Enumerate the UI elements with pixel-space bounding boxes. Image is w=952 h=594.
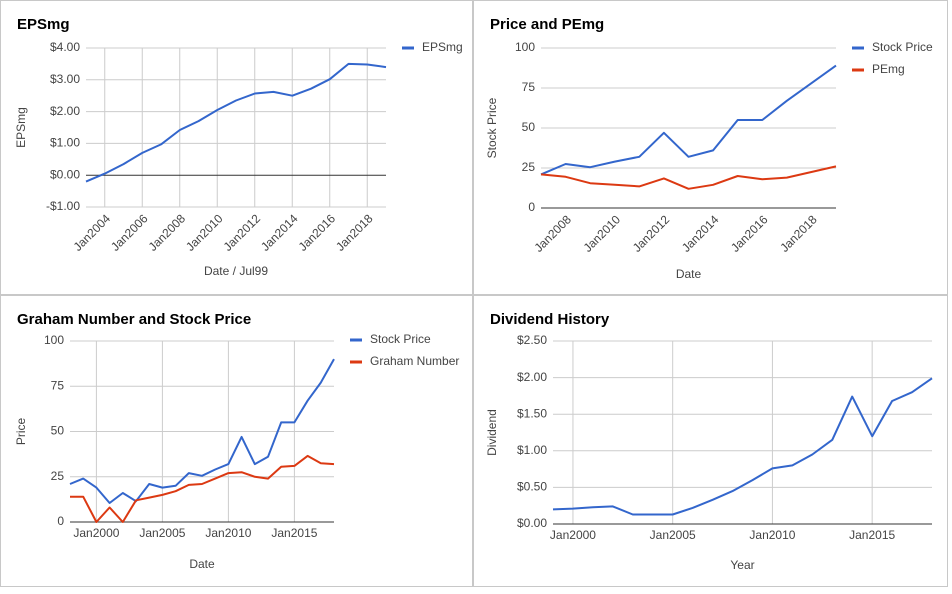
- y-tick-label: $1.50: [517, 406, 547, 420]
- x-tick-label: Jan2010: [205, 526, 251, 540]
- legend-label: Stock Price: [872, 40, 933, 54]
- x-tick-label: Jan2005: [139, 526, 185, 540]
- y-axis-title: Stock Price: [485, 97, 499, 158]
- x-tick-label: Jan2000: [73, 526, 119, 540]
- x-axis-title: Year: [730, 558, 754, 572]
- data-line: [69, 358, 335, 504]
- data-line: [85, 62, 387, 183]
- chart-title: Dividend History: [490, 311, 610, 328]
- y-tick-label: 75: [522, 80, 536, 94]
- data-line: [540, 165, 837, 190]
- x-tick-label: Jan2010: [749, 528, 795, 542]
- y-tick-label: $1.00: [517, 443, 547, 457]
- y-tick-label: $4.00: [50, 40, 80, 54]
- y-tick-label: 25: [522, 160, 536, 174]
- y-tick-label: $3.00: [50, 72, 80, 86]
- y-tick-label: -$1.00: [46, 199, 80, 213]
- y-tick-label: 50: [522, 120, 536, 134]
- x-axis-title: Date / Jul99: [204, 264, 268, 278]
- chart-title: Graham Number and Stock Price: [17, 311, 251, 328]
- legend-label: Stock Price: [370, 332, 431, 346]
- y-tick-label: 0: [57, 514, 64, 528]
- y-axis-title: Price: [14, 418, 28, 446]
- y-tick-label: 0: [528, 200, 535, 214]
- data-line: [552, 377, 933, 516]
- y-tick-label: $0.00: [517, 516, 547, 530]
- y-tick-label: $0.50: [517, 480, 547, 494]
- y-tick-label: $0.00: [50, 167, 80, 181]
- x-tick-label: Jan2000: [550, 528, 596, 542]
- panel: [473, 295, 948, 587]
- y-tick-label: 100: [515, 40, 535, 54]
- x-tick-label: Jan2005: [650, 528, 696, 542]
- legend-label: Graham Number: [370, 354, 459, 368]
- legend-label: EPSmg: [422, 40, 463, 54]
- y-tick-label: 25: [51, 469, 65, 483]
- x-axis-title: Date: [189, 557, 215, 571]
- y-tick-label: $2.50: [517, 333, 547, 347]
- x-tick-label: Jan2015: [849, 528, 895, 542]
- panel: [0, 295, 473, 587]
- y-axis-title: EPSmg: [14, 107, 28, 148]
- data-line: [70, 454, 335, 523]
- legend-label: PEmg: [872, 62, 905, 76]
- panel: [473, 0, 948, 295]
- x-tick-label: Jan2015: [271, 526, 317, 540]
- panel: [0, 0, 473, 295]
- y-tick-label: $2.00: [50, 104, 80, 118]
- x-axis-title: Date: [676, 267, 702, 281]
- y-axis-title: Dividend: [485, 409, 499, 456]
- y-tick-label: $2.00: [517, 370, 547, 384]
- chart-title: Price and PEmg: [490, 16, 604, 33]
- y-tick-label: 75: [51, 378, 65, 392]
- data-line: [540, 64, 837, 176]
- chart-title: EPSmg: [17, 16, 70, 33]
- y-tick-label: 100: [44, 333, 64, 347]
- y-tick-label: 50: [51, 424, 65, 438]
- y-tick-label: $1.00: [50, 136, 80, 150]
